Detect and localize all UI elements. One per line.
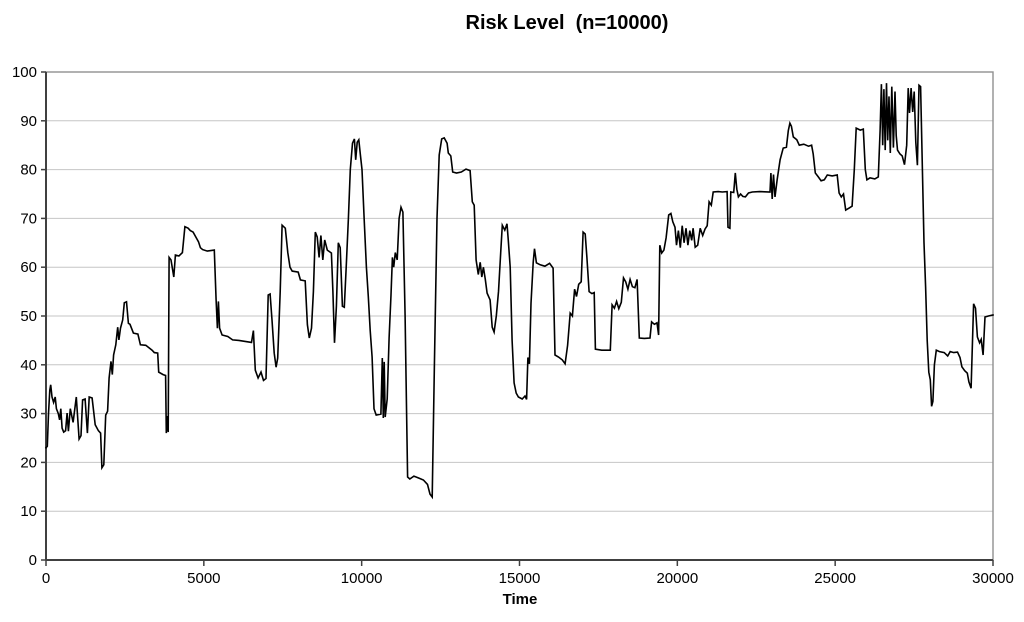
- y-tick-label-0: 0: [29, 552, 37, 569]
- y-tick-label-10: 10: [20, 503, 37, 520]
- y-tick-label-40: 40: [20, 357, 37, 374]
- y-tick-label-50: 50: [20, 308, 37, 325]
- y-tick-label-20: 20: [20, 454, 37, 471]
- chart-title: Risk Level (n=10000): [465, 12, 669, 34]
- x-tick-label-30000: 30000: [972, 570, 1014, 587]
- x-tick-label-15000: 15000: [499, 570, 541, 587]
- y-tick-label-30: 30: [20, 406, 37, 423]
- x-tick-label-10000: 10000: [341, 570, 383, 587]
- y-tick-label-80: 80: [20, 162, 37, 179]
- x-axis-title: Time: [502, 591, 538, 608]
- y-tick-label-70: 70: [20, 210, 37, 227]
- y-tick-label-100: 100: [12, 64, 37, 81]
- x-tick-label-5000: 5000: [187, 570, 220, 587]
- x-tick-label-20000: 20000: [656, 570, 698, 587]
- x-tick-label-25000: 25000: [814, 570, 856, 587]
- x-tick-label-0: 0: [42, 570, 50, 587]
- risk-level-series-line: [44, 83, 994, 500]
- y-tick-label-90: 90: [20, 113, 37, 130]
- y-tick-label-60: 60: [20, 259, 37, 276]
